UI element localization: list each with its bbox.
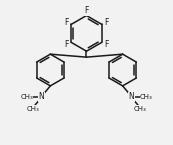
Text: CH₃: CH₃ (26, 106, 39, 112)
Text: N: N (39, 92, 44, 101)
Text: F: F (64, 18, 68, 27)
Text: N: N (129, 92, 134, 101)
Text: CH₃: CH₃ (140, 94, 153, 100)
Text: F: F (105, 18, 109, 27)
Text: CH₃: CH₃ (134, 106, 147, 112)
Text: CH₃: CH₃ (20, 94, 33, 100)
Text: F: F (84, 6, 89, 15)
Text: F: F (64, 40, 68, 49)
Text: F: F (105, 40, 109, 49)
